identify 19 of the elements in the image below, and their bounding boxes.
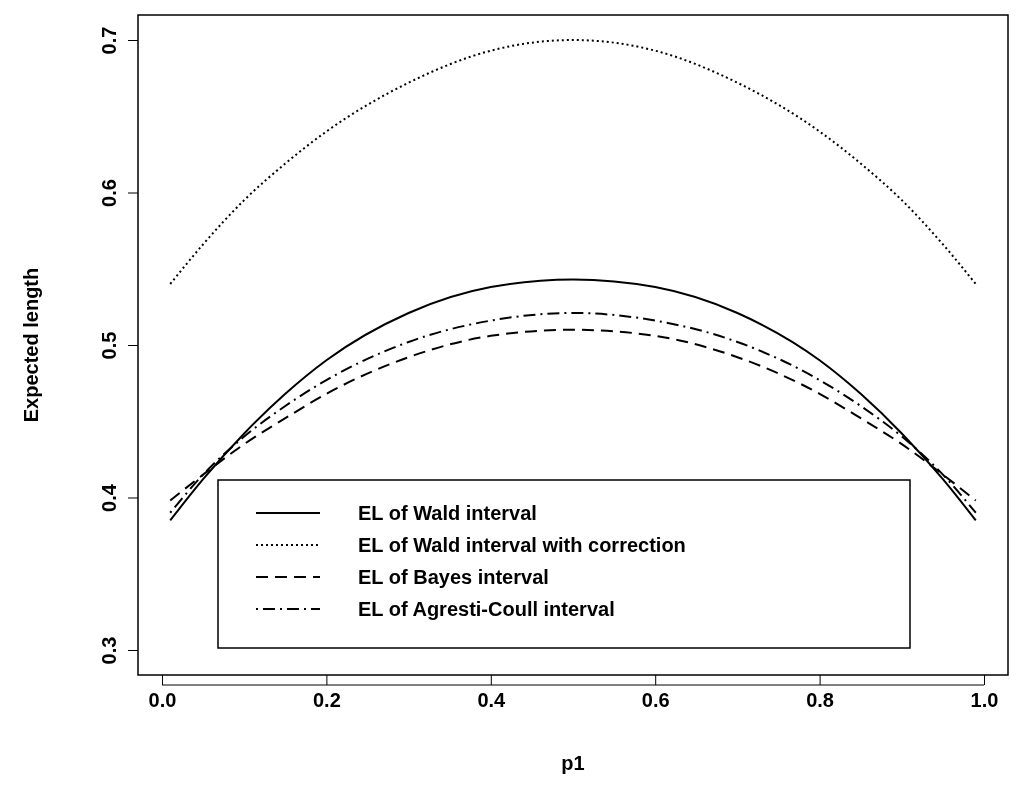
- legend-label: EL of Bayes interval: [358, 566, 549, 588]
- y-tick-label: 0.6: [98, 179, 120, 207]
- x-tick-label: 0.4: [477, 689, 507, 712]
- x-tick-label: 1.0: [970, 689, 999, 712]
- y-tick-label: 0.7: [98, 26, 120, 55]
- x-tick-label: 0.0: [148, 689, 177, 712]
- line-series: [169, 39, 977, 285]
- legend-label: EL of Wald interval with correction: [358, 534, 686, 556]
- x-tick-label: 0.6: [641, 689, 670, 712]
- y-tick-label: 0.4: [98, 483, 120, 512]
- legend-label: EL of Wald interval: [358, 502, 537, 524]
- y-tick-label: 0.5: [98, 331, 120, 360]
- legend-label: EL of Agresti-Coull interval: [358, 598, 615, 620]
- y-tick-label: 0.3: [98, 636, 120, 665]
- x-tick-label: 0.8: [806, 689, 834, 712]
- y-axis-title: Expected length: [20, 267, 42, 423]
- x-axis-title: p1: [561, 752, 585, 774]
- line-series: [169, 278, 977, 522]
- x-tick-label: 0.2: [313, 689, 341, 712]
